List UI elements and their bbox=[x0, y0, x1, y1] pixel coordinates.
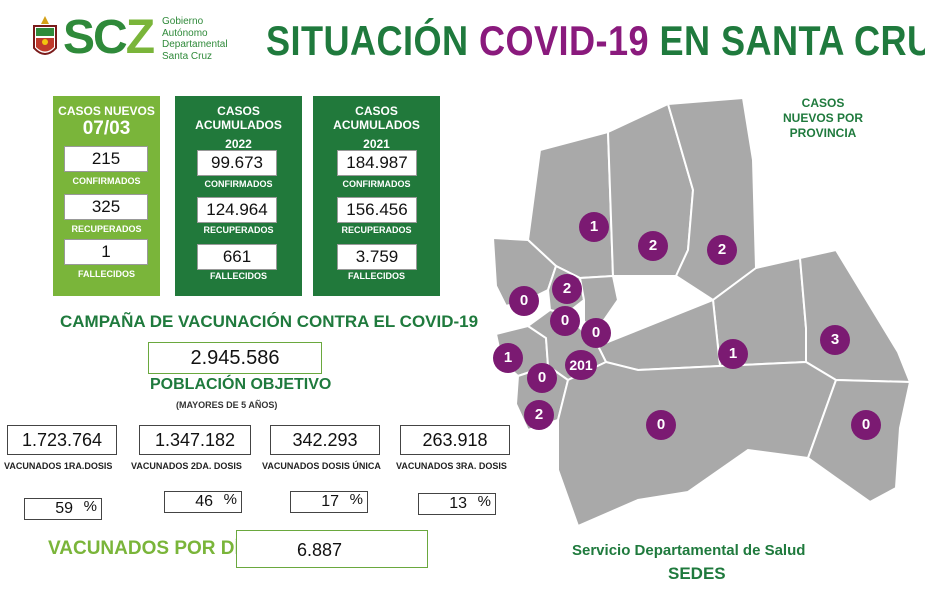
province-marker: 3 bbox=[820, 325, 850, 355]
daily-vaccinated-label: VACUNADOS POR DÍA bbox=[48, 538, 254, 559]
province-region-center bbox=[596, 298, 722, 372]
accum-2022-confirmed-value: 99.673 bbox=[197, 150, 277, 176]
accum-2021-recovered-value: 156.456 bbox=[337, 197, 417, 223]
new-confirmed-value: 215 bbox=[64, 146, 148, 172]
accum-2021-heading: CASOS ACUMULADOS bbox=[333, 104, 420, 132]
accum-2021-confirmed-value: 184.987 bbox=[337, 150, 417, 176]
dose2-percent: 46% bbox=[164, 491, 242, 513]
target-population-subtitle: (MAYORES DE 5 AÑOS) bbox=[176, 400, 278, 410]
daily-vaccinated-value: 6.887 bbox=[236, 530, 428, 568]
accumulated-2021-panel: CASOS ACUMULADOS 2021 184.987 CONFIRMADO… bbox=[313, 96, 440, 296]
province-marker: 0 bbox=[527, 363, 557, 393]
single-dose-value: 342.293 bbox=[270, 425, 380, 455]
new-cases-date: 07/03 bbox=[82, 118, 131, 139]
dose2-value: 1.347.182 bbox=[139, 425, 251, 455]
new-deaths-label: FALLECIDOS bbox=[77, 269, 135, 279]
province-marker: 2 bbox=[524, 400, 554, 430]
santa-cruz-province-map bbox=[491, 96, 912, 526]
page-title: SITUACIÓN COVID-19 EN SANTA CRUZ bbox=[266, 17, 925, 64]
health-service-name: Servicio Departamental de Salud bbox=[572, 542, 806, 559]
accum-2021-deaths-value: 3.759 bbox=[337, 244, 417, 270]
province-marker: 0 bbox=[581, 318, 611, 348]
dose1-value: 1.723.764 bbox=[7, 425, 117, 455]
accumulated-2022-panel: CASOS ACUMULADOS 2022 99.673 CONFIRMADOS… bbox=[175, 96, 302, 296]
province-marker: 1 bbox=[718, 339, 748, 369]
accum-2022-recovered-label: RECUPERADOS bbox=[203, 225, 274, 235]
accum-2021-year: 2021 bbox=[363, 137, 390, 151]
single-dose-percent: 17% bbox=[290, 491, 368, 513]
province-marker: 1 bbox=[579, 212, 609, 242]
dose1-percent: 59% bbox=[24, 498, 102, 520]
dose3-value: 263.918 bbox=[400, 425, 510, 455]
accum-2022-deaths-value: 661 bbox=[197, 244, 277, 270]
coat-of-arms-icon bbox=[30, 14, 60, 64]
accum-2022-year: 2022 bbox=[225, 137, 252, 151]
province-marker: 1 bbox=[493, 343, 523, 373]
province-region-south-center bbox=[557, 360, 838, 526]
new-cases-panel: CASOS NUEVOS 07/03 215 CONFIRMADOS 325 R… bbox=[53, 96, 160, 296]
dose3-label: VACUNADOS 3RA. DOSIS bbox=[396, 461, 507, 471]
province-marker: 0 bbox=[646, 410, 676, 440]
dose3-percent: 13% bbox=[418, 493, 496, 515]
single-dose-label: VACUNADOS DOSIS ÚNICA bbox=[262, 461, 381, 471]
province-marker: 0 bbox=[851, 410, 881, 440]
accum-2021-recovered-label: RECUPERADOS bbox=[341, 225, 412, 235]
accum-2021-deaths-label: FALLECIDOS bbox=[347, 271, 405, 281]
new-confirmed-label: CONFIRMADOS bbox=[72, 176, 141, 186]
province-marker: 2 bbox=[707, 235, 737, 265]
accum-2021-confirmed-label: CONFIRMADOS bbox=[342, 179, 411, 189]
new-deaths-value: 1 bbox=[64, 239, 148, 265]
province-region-south-east bbox=[806, 378, 912, 504]
target-population-label: POBLACIÓN OBJETIVO bbox=[150, 376, 332, 393]
government-name: Gobierno Autónomo Departamental Santa Cr… bbox=[162, 16, 228, 62]
new-recovered-label: RECUPERADOS bbox=[71, 224, 142, 234]
scz-logo: SCZ bbox=[63, 11, 155, 64]
accum-2022-confirmed-label: CONFIRMADOS bbox=[204, 179, 273, 189]
new-cases-heading: CASOS NUEVOS bbox=[58, 104, 155, 118]
dose2-label: VACUNADOS 2DA. DOSIS bbox=[131, 461, 242, 471]
accum-2022-heading: CASOS ACUMULADOS bbox=[195, 104, 282, 132]
target-population-value: 2.945.586 bbox=[148, 342, 322, 374]
accum-2022-recovered-value: 124.964 bbox=[197, 197, 277, 223]
new-recovered-value: 325 bbox=[64, 194, 148, 220]
dose1-label: VACUNADOS 1RA.DOSIS bbox=[4, 461, 113, 471]
province-region-far-east bbox=[798, 248, 912, 384]
vaccination-campaign-title: CAMPAÑA DE VACUNACIÓN CONTRA EL COVID-19 bbox=[60, 312, 479, 331]
map-caption: CASOS NUEVOS POR PROVINCIA bbox=[782, 96, 863, 140]
province-marker: 0 bbox=[509, 286, 539, 316]
sedes-label: SEDES bbox=[668, 564, 726, 583]
province-marker: 2 bbox=[552, 274, 582, 304]
province-marker: 0 bbox=[550, 306, 580, 336]
accum-2022-deaths-label: FALLECIDOS bbox=[209, 271, 267, 281]
province-marker: 2 bbox=[638, 231, 668, 261]
province-marker: 201 bbox=[565, 350, 597, 380]
